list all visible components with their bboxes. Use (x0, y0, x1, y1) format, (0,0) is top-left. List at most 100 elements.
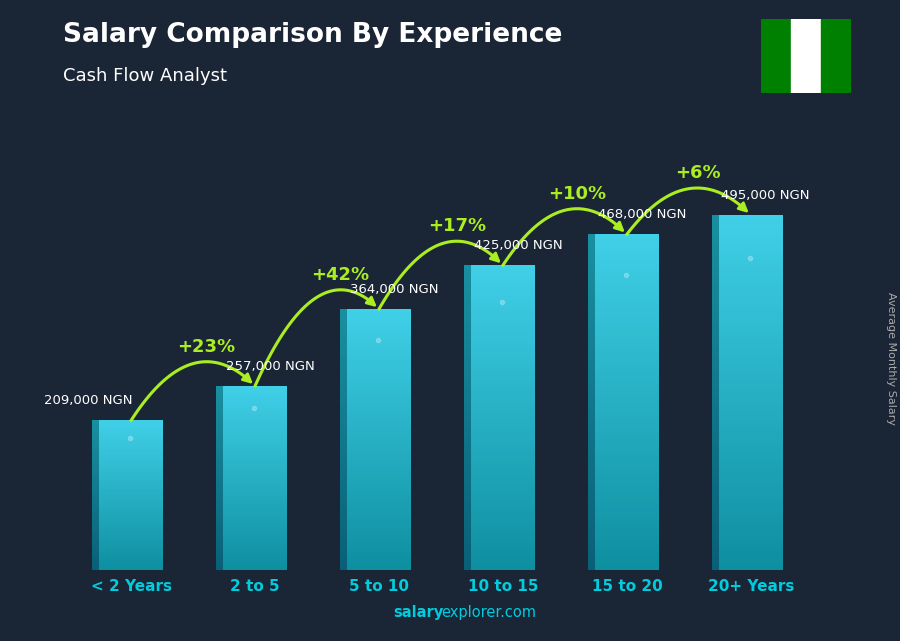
Bar (595, 562, 659, 566)
Bar (216, 540, 223, 543)
Bar (464, 406, 471, 410)
Bar (340, 332, 346, 335)
Bar (340, 446, 346, 449)
Bar (92, 505, 99, 506)
Bar (588, 541, 595, 545)
Bar (99, 540, 164, 542)
Bar (346, 424, 411, 427)
Bar (340, 535, 346, 538)
Bar (346, 564, 411, 567)
Bar (588, 255, 595, 260)
Bar (92, 508, 99, 510)
Bar (346, 482, 411, 485)
Bar (216, 416, 223, 418)
Bar (595, 411, 659, 415)
Text: 209,000 NGN: 209,000 NGN (43, 394, 132, 408)
Bar (718, 424, 783, 428)
Bar (595, 386, 659, 390)
Bar (223, 409, 287, 412)
Bar (92, 428, 99, 429)
Bar (216, 432, 223, 435)
Bar (595, 339, 659, 344)
Bar (718, 290, 783, 295)
Bar (595, 457, 659, 462)
Bar (464, 529, 471, 532)
Text: salary: salary (393, 606, 444, 620)
Bar (718, 419, 783, 424)
Bar (340, 354, 346, 358)
Bar (346, 437, 411, 440)
Bar (99, 565, 164, 567)
Bar (595, 478, 659, 482)
Bar (92, 538, 99, 540)
Bar (718, 219, 783, 224)
Bar (92, 429, 99, 431)
Bar (99, 499, 164, 501)
Bar (340, 495, 346, 499)
Bar (99, 463, 164, 465)
Bar (340, 492, 346, 495)
Bar (340, 512, 346, 515)
Bar (346, 502, 411, 505)
Bar (464, 395, 471, 399)
Bar (712, 331, 718, 335)
Bar (340, 466, 346, 469)
Bar (718, 517, 783, 522)
Bar (718, 370, 783, 375)
Bar (588, 453, 595, 457)
Bar (471, 284, 536, 288)
Bar (471, 429, 536, 433)
Bar (99, 462, 164, 463)
Bar (92, 514, 99, 516)
Bar (471, 479, 536, 483)
Bar (471, 426, 536, 429)
Bar (216, 504, 223, 506)
Bar (340, 413, 346, 417)
Bar (99, 552, 164, 554)
Bar (216, 527, 223, 529)
Bar (588, 545, 595, 549)
Bar (712, 224, 718, 228)
Bar (340, 443, 346, 446)
Bar (340, 348, 346, 351)
Bar (92, 561, 99, 563)
Bar (464, 452, 471, 456)
Bar (346, 322, 411, 326)
Bar (588, 457, 595, 462)
Bar (595, 235, 659, 238)
Bar (216, 446, 223, 448)
Bar (464, 422, 471, 426)
Bar (595, 276, 659, 281)
Bar (471, 292, 536, 296)
Bar (712, 277, 718, 281)
Bar (471, 490, 536, 494)
Bar (346, 427, 411, 430)
Bar (595, 524, 659, 528)
Bar (346, 479, 411, 482)
Bar (223, 568, 287, 570)
Bar (99, 506, 164, 508)
Bar (712, 477, 718, 481)
Bar (718, 264, 783, 268)
Bar (223, 522, 287, 524)
Bar (718, 286, 783, 290)
Bar (340, 362, 346, 365)
Bar (471, 342, 536, 345)
Bar (346, 391, 411, 394)
Bar (92, 503, 99, 505)
Bar (340, 522, 346, 525)
Bar (471, 376, 536, 379)
Bar (471, 330, 536, 334)
Bar (712, 326, 718, 331)
Bar (92, 518, 99, 520)
Bar (99, 535, 164, 537)
Bar (340, 515, 346, 518)
Bar (712, 260, 718, 264)
Bar (92, 567, 99, 569)
Bar (216, 412, 223, 413)
Bar (718, 331, 783, 335)
Bar (464, 372, 471, 376)
Bar (99, 477, 164, 479)
Bar (346, 453, 411, 456)
Bar (223, 397, 287, 400)
